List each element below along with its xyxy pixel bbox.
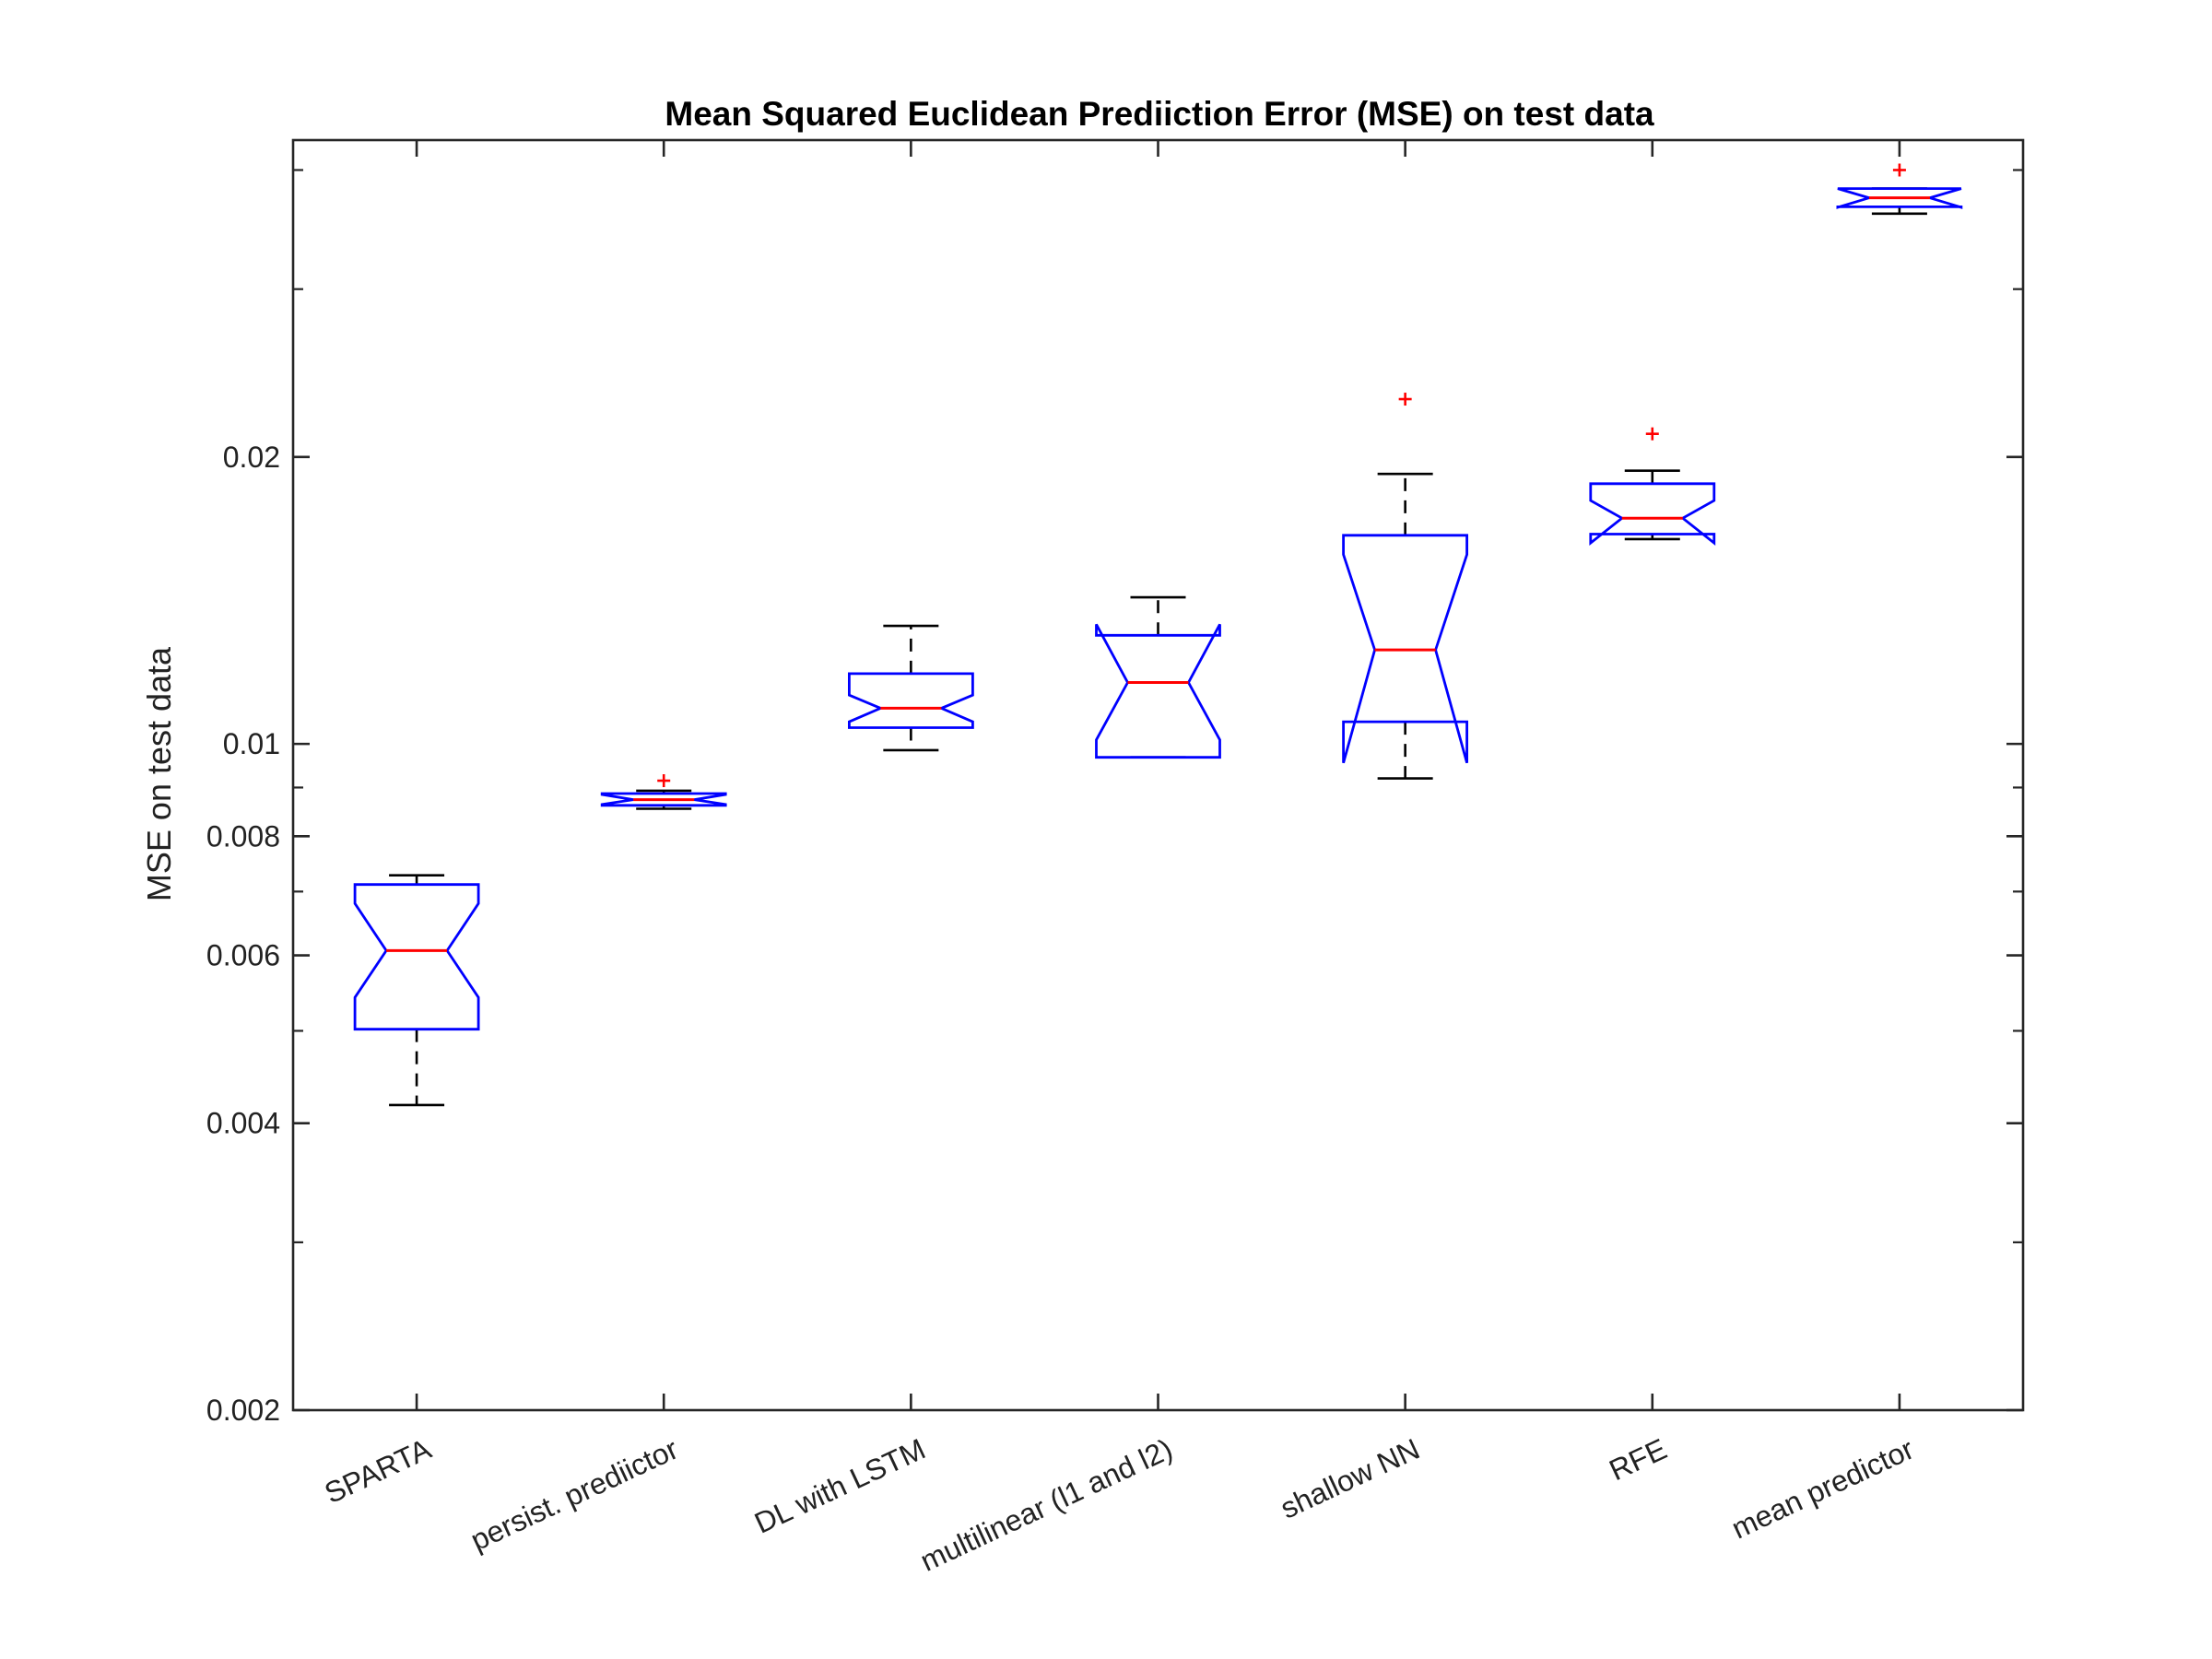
x-tick-label: multilinear (l1 and l2) (915, 1432, 1177, 1578)
notched-box (1836, 187, 1963, 209)
outlier-marker (657, 774, 671, 788)
box-sparta (353, 874, 480, 1107)
chart-title: Mean Squared Euclidean Prediiction Error… (665, 95, 1654, 133)
box-rfe (1589, 427, 1716, 546)
y-axis-ticks: 0.002 0.004 0.006 0.008 0.01 0.02 (206, 169, 2023, 1427)
notched-box (1095, 623, 1221, 759)
notched-box (353, 883, 480, 1031)
notched-box (1342, 534, 1468, 764)
box-shallow-nn (1342, 393, 1468, 780)
y-tick-label: 0.008 (206, 819, 280, 853)
x-tick-label: shallow NN (1276, 1432, 1425, 1525)
outlier-marker (1892, 163, 1906, 177)
x-tick-label: persist. prediictor (465, 1432, 683, 1558)
outlier-marker (1645, 427, 1659, 441)
box-dl-with-lstm (848, 624, 974, 752)
x-tick-label: RFE (1605, 1432, 1672, 1488)
box-mean-predictor (1836, 163, 1963, 216)
x-tick-label: mean predictor (1726, 1432, 1919, 1546)
x-tick-label: DL with LSTM (749, 1432, 930, 1540)
x-tick-label: SPARTA (320, 1431, 437, 1510)
plot-axes (291, 138, 2025, 1412)
notched-box (1589, 482, 1716, 546)
y-tick-label: 0.02 (223, 441, 280, 474)
y-tick-label: 0.01 (223, 727, 280, 760)
y-tick-label: 0.006 (206, 939, 280, 972)
x-axis-ticks: SPARTA persist. prediictor DL with LSTMmul… (320, 140, 1919, 1578)
y-axis-label: MSE on test data (140, 646, 178, 901)
y-tick-label: 0.002 (206, 1394, 280, 1427)
box-series (353, 163, 1963, 1107)
notched-box (848, 672, 974, 729)
plot-frame (291, 138, 2025, 1412)
notched-box (600, 792, 727, 807)
y-tick-label: 0.004 (206, 1107, 280, 1140)
box-persist-prediictor (600, 774, 727, 810)
outlier-marker (1398, 393, 1412, 406)
box-multilinear-l1-and-l2- (1095, 595, 1221, 759)
